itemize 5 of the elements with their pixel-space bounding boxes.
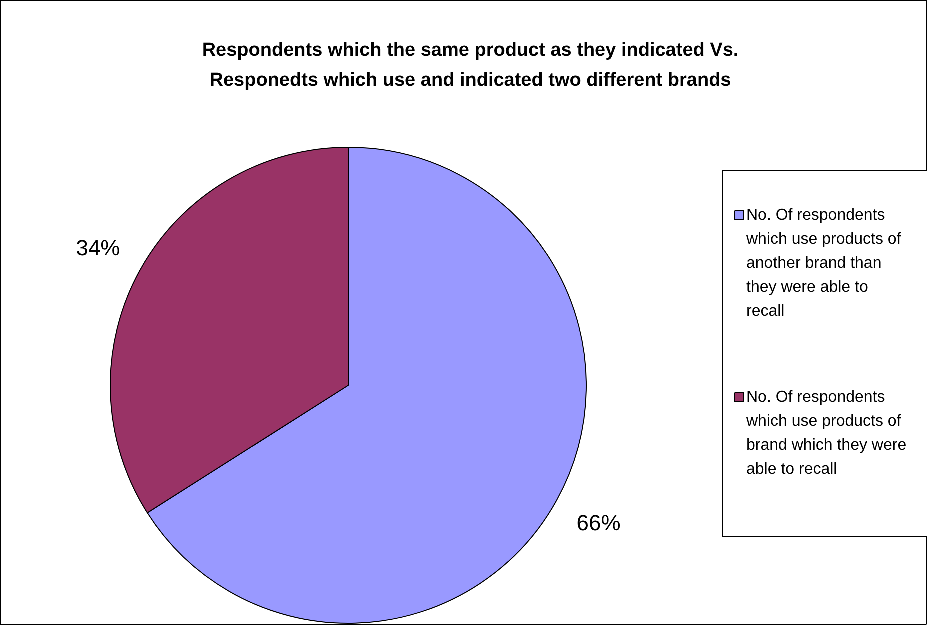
data-label: 66% xyxy=(576,510,621,536)
data-label: 34% xyxy=(76,235,120,260)
legend-label: No. Of respondents which use products of brand which they were able to recall xyxy=(746,389,907,478)
chart-title: Respondents which the same product as they indicated Vs. Responedts which use and indicated two different brands xyxy=(202,40,739,91)
legend-label: No. Of respondents which use products of another brand than they were able to recall xyxy=(746,207,902,320)
